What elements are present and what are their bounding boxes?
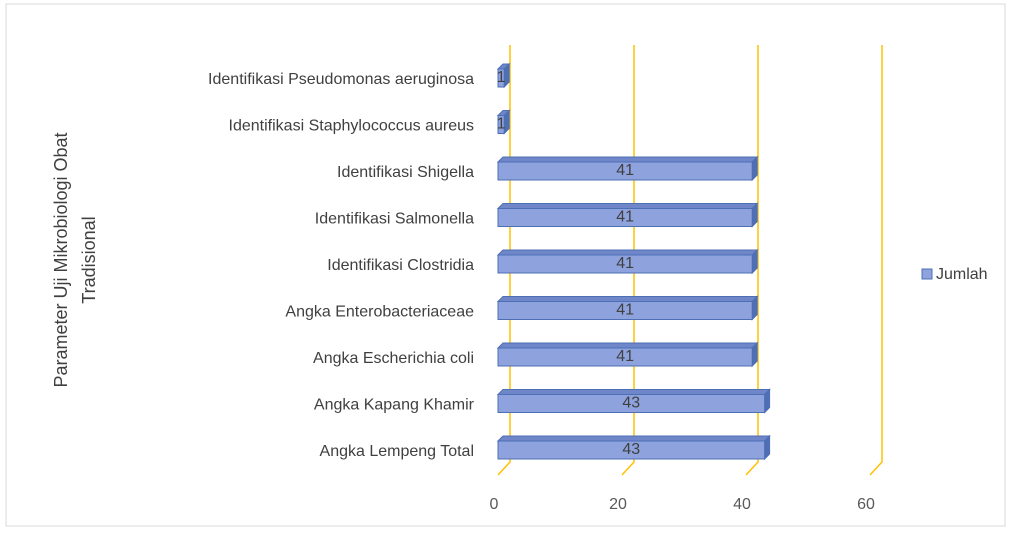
grid-line: [497, 45, 511, 476]
bar-face: [497, 440, 766, 460]
bar: [496, 341, 759, 368]
data-label: 43: [622, 441, 640, 458]
y-tick-label: Angka Escherichia coli: [313, 350, 474, 367]
y-tick-label: Angka Lempeng Total: [320, 443, 474, 460]
data-label: 1: [497, 116, 506, 133]
y-axis-title: Parameter Uji Mikrobiologi Obat Tradisio…: [51, 132, 99, 388]
y-tick-label: Identifikasi Shigella: [337, 164, 474, 181]
bar: [496, 62, 511, 89]
y-tick-label: Identifikasi Pseudomonas aeruginosa: [208, 71, 474, 88]
bar: [496, 155, 759, 182]
data-label: 1: [497, 69, 506, 86]
grid-line: [869, 45, 883, 476]
bar: [496, 109, 511, 135]
bar: [496, 202, 759, 228]
bar-face: [497, 301, 753, 320]
bar-face: [497, 161, 753, 181]
bar: [496, 388, 771, 414]
data-label: 43: [622, 395, 640, 412]
data-label: 41: [616, 162, 634, 179]
data-label: 41: [616, 348, 634, 365]
x-tick-label: 60: [857, 496, 875, 513]
data-label: 41: [616, 302, 634, 319]
grid-line: [745, 45, 759, 476]
y-tick-label: Identifikasi Salmonella: [315, 211, 474, 228]
y-tick-label: Angka Kapang Khamir: [314, 397, 475, 414]
bar-face: [497, 347, 753, 367]
bar-face: [497, 394, 766, 413]
bar: [496, 434, 771, 461]
y-tick-label: Angka Enterobacteriaceae: [285, 304, 474, 321]
bar: [496, 295, 759, 321]
bar-face: [497, 254, 753, 274]
bar-face: [497, 115, 505, 134]
bar-face: [497, 208, 753, 227]
legend-label: Jumlah: [936, 266, 988, 283]
x-tick-label: 0: [490, 496, 499, 513]
y-tick-label: Identifikasi Clostridia: [327, 257, 474, 274]
bar: [496, 248, 759, 275]
x-tick-label: 40: [733, 496, 751, 513]
bar-face: [497, 68, 505, 88]
grid-line: [621, 45, 635, 476]
x-tick-label: 20: [609, 496, 627, 513]
data-label: 41: [616, 255, 634, 272]
data-label: 41: [616, 209, 634, 226]
legend-swatch: [921, 268, 933, 280]
y-tick-label: Identifikasi Staphylococcus aureus: [229, 118, 474, 135]
